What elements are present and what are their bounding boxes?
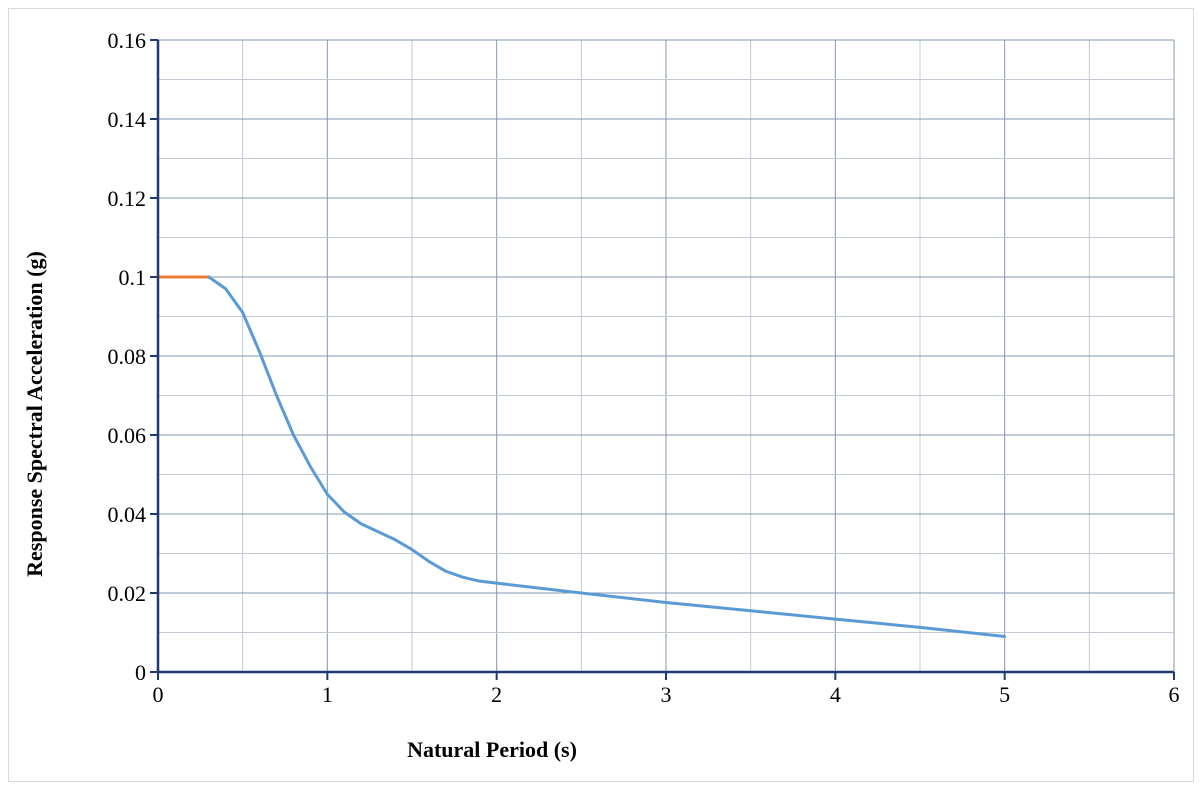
x-tick-label: 3 <box>661 682 672 707</box>
y-tick-label: 0.06 <box>108 423 147 448</box>
tick-labels: 0 1 2 3 4 5 6 0 0.02 0.04 0.06 0.08 0.1 0.12 0.14 0.16 <box>108 28 1180 707</box>
y-tick-label: 0.16 <box>108 28 147 53</box>
x-tick-label: 2 <box>491 682 502 707</box>
y-tick-label: 0.14 <box>108 107 147 132</box>
x-tick-label: 6 <box>1169 682 1180 707</box>
x-tick-label: 5 <box>999 682 1010 707</box>
x-tick-label: 4 <box>830 682 841 707</box>
x-tick-label: 0 <box>153 682 164 707</box>
series-layer <box>156 275 1007 638</box>
x-axis-title: Natural Period (s) <box>407 737 577 762</box>
y-axis-title: Response Spectral Acceleration (g) <box>22 251 47 577</box>
y-tick-label: 0.08 <box>108 344 147 369</box>
y-tick-label: 0.04 <box>108 502 147 527</box>
grid <box>158 39 1175 672</box>
y-tick-label: 0.12 <box>108 186 147 211</box>
y-tick-label: 0.1 <box>119 265 147 290</box>
x-tick-label: 1 <box>322 682 333 707</box>
series-line-2 <box>207 275 1007 638</box>
y-tick-label: 0.02 <box>108 581 147 606</box>
axes <box>150 39 1175 680</box>
y-tick-label: 0 <box>135 660 146 685</box>
